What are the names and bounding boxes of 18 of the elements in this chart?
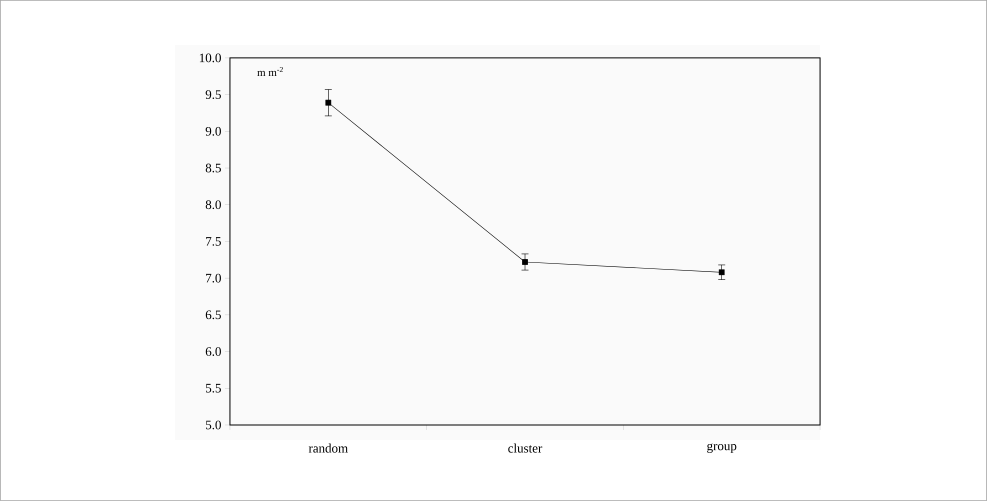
x-tick-label: group — [707, 444, 736, 453]
y-tick-label: 5.0 — [206, 420, 221, 430]
y-tick-label: 7.5 — [206, 237, 221, 246]
x-tick-label: cluster — [508, 444, 542, 453]
y-tick-label: 10.0 — [200, 54, 221, 62]
y-tick-label: 6.5 — [206, 310, 221, 320]
y-tick-label: 6.0 — [206, 347, 221, 356]
point — [325, 100, 332, 106]
point — [718, 269, 725, 276]
y-tick-label: 9.5 — [206, 90, 221, 100]
y-tick-label: 8.0 — [206, 200, 221, 210]
y-tick-label: 7.0 — [206, 274, 221, 283]
y-tick-label: 5.5 — [206, 384, 221, 393]
y-tick-label: 8.5 — [206, 164, 221, 172]
x-tick-label: random — [308, 444, 348, 453]
y-axis-title: m m$^{-2}$ — [257, 66, 283, 76]
y-tick-label: 9.0 — [206, 126, 221, 136]
point — [522, 259, 528, 265]
